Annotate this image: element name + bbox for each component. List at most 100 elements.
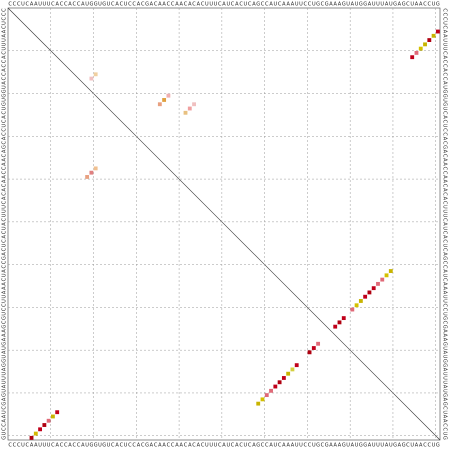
sequence-top: C [64,2,68,8]
sequence-left: U [2,376,8,380]
sequence-top: U [376,2,380,8]
sequence-top: C [201,2,205,8]
sequence-left: U [2,46,8,50]
sequence-left: C [1,12,7,16]
sequence-right: C [442,73,448,77]
sequence-bottom: C [13,443,17,449]
sequence-top: A [398,2,402,8]
sequence-left: A [2,252,8,256]
sequence-left: C [2,76,8,80]
sequence-left: A [2,235,8,239]
sequence-left: C [2,153,8,157]
sequence-left: U [2,85,8,89]
sequence-right: A [442,68,448,72]
sequence-bottom: A [158,443,162,449]
sequence-left: C [2,72,8,76]
sequence-top: C [248,2,252,8]
pair-dot [183,110,188,115]
sequence-top: U [380,2,384,8]
sequence-top: C [423,2,427,8]
sequence-bottom: U [312,443,316,449]
sequence-top: C [184,2,188,8]
sequence-right: U [442,432,448,436]
sequence-top: U [43,2,47,8]
sequence-bottom: A [269,443,273,449]
sequence-bottom: G [145,443,149,449]
sequence-bottom: A [34,443,38,449]
pair-dot [350,307,355,312]
sequence-left: U [2,243,8,247]
sequence-bottom: C [8,443,12,449]
sequence-left: G [2,363,8,367]
sequence-right: U [442,410,448,414]
pair-dot [281,376,286,380]
sequence-top: C [17,2,21,8]
sequence-right: A [442,419,448,423]
sequence-top: A [197,2,201,8]
sequence-bottom: A [137,443,141,449]
sequence-left: G [2,102,8,106]
sequence-right: A [442,286,448,290]
sequence-top: A [385,2,389,8]
sequence-left: A [2,81,8,85]
sequence-right: C [442,218,448,222]
sequence-bottom: U [43,443,47,449]
sequence-right: G [442,325,448,329]
sequence-left: U [2,21,8,25]
sequence-right: A [442,222,448,226]
sequence-bottom: G [359,443,363,449]
pair-dot [162,98,167,102]
sequence-left: U [2,106,8,110]
sequence-right: C [442,265,448,269]
sequence-left: A [2,162,8,166]
sequence-top: A [137,2,141,8]
sequence-top: G [363,2,367,8]
sequence-top: U [299,2,303,8]
sequence-left: A [2,350,8,354]
sequence-bottom: U [273,443,277,449]
sequence-top: C [167,2,171,8]
sequence-right: A [442,333,448,337]
sequence-bottom: A [180,443,184,449]
sequence-top: G [145,2,149,8]
sequence-left: A [2,149,8,153]
pair-dot [277,380,282,385]
pair-dot [166,93,171,98]
sequence-right: U [442,312,448,316]
sequence-left: U [2,389,8,393]
sequence-left: A [2,158,8,162]
sequence-right: A [442,30,448,34]
sequence-right: G [442,436,448,440]
sequence-bottom: U [346,443,350,449]
sequence-bottom: A [197,443,201,449]
sequence-left: G [2,402,8,406]
sequence-bottom: C [321,443,325,449]
pair-dot [50,414,55,419]
sequence-top: A [34,2,38,8]
sequence-bottom: C [218,443,222,449]
sequence-top: A [368,2,372,8]
sequence-bottom: C [239,443,243,449]
sequence-bottom: C [308,443,312,449]
sequence-top: A [175,2,179,8]
sequence-bottom: C [128,443,132,449]
sequence-top: A [286,2,290,8]
sequence-left: C [2,183,8,187]
sequence-bottom: U [410,443,414,449]
sequence-bottom: G [402,443,406,449]
sequence-bottom: C [77,443,81,449]
sequence-bottom: A [291,443,295,449]
sequence-left: C [2,406,8,410]
sequence-left: U [2,123,8,127]
sequence-top: G [359,2,363,8]
sequence-left: G [2,94,8,98]
sequence-left: C [2,128,8,132]
sequence-top: U [98,2,102,8]
sequence-left: U [2,42,8,46]
pair-dot [269,388,273,393]
pair-dot [89,170,94,175]
sequence-top: C [428,2,432,8]
sequence-right: A [442,55,448,59]
sequence-left: G [2,145,8,149]
pair-dot [333,324,338,329]
